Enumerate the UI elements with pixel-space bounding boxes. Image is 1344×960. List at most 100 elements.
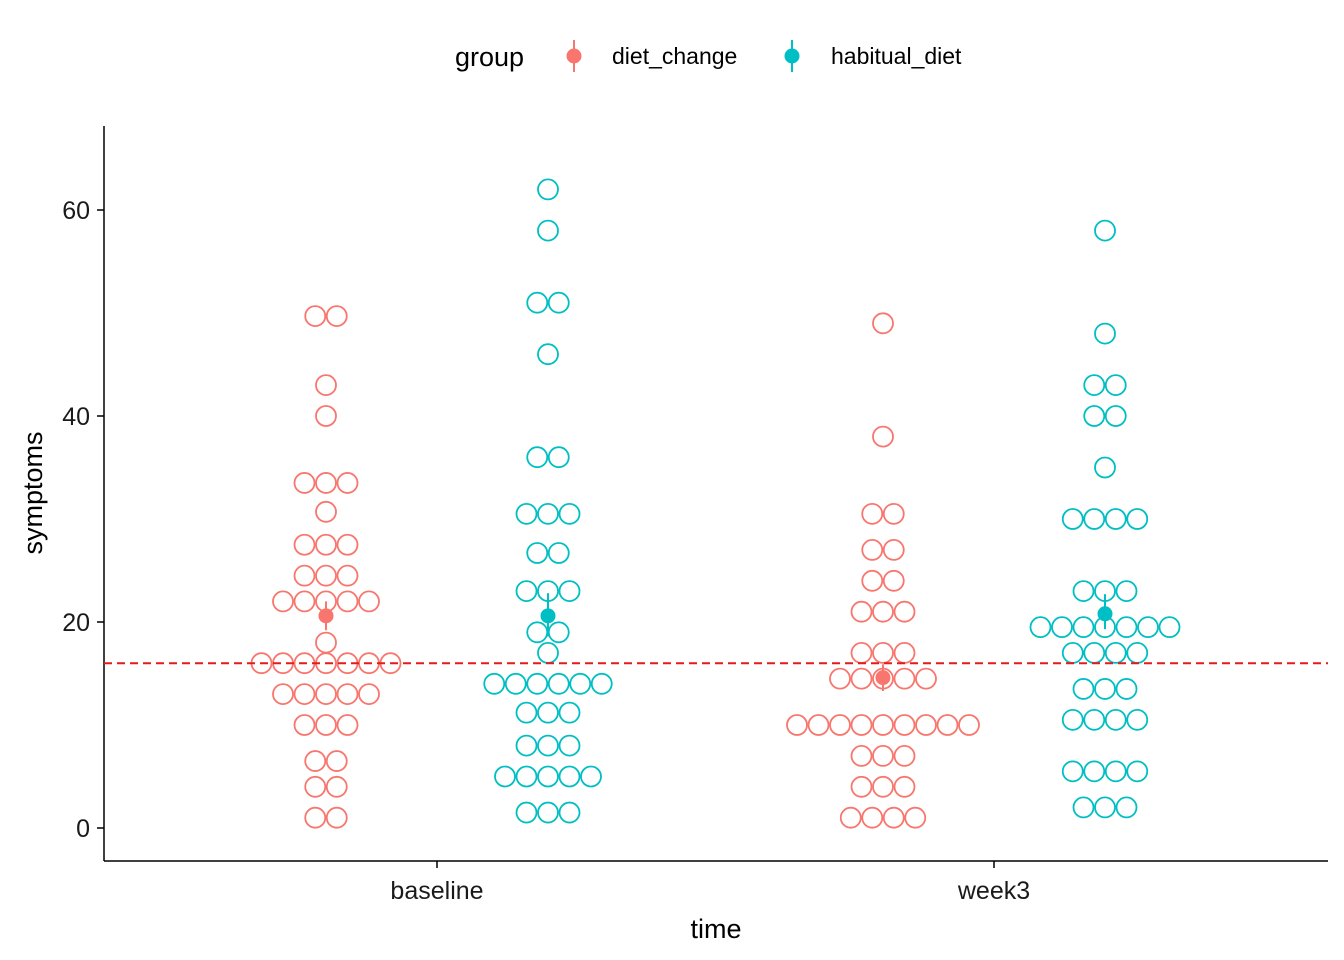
y-axis-ticks: 0 20 40 60 <box>62 197 104 843</box>
data-point <box>1126 708 1149 731</box>
data-point <box>1061 642 1084 664</box>
data-point <box>304 305 327 327</box>
data-point <box>1115 580 1138 602</box>
data-point <box>336 683 359 705</box>
data-point <box>1061 708 1084 731</box>
data-point <box>893 714 916 736</box>
data-point <box>336 564 359 587</box>
data-point <box>515 580 538 602</box>
data-point <box>872 745 894 767</box>
data-point <box>315 472 337 494</box>
data-point <box>882 539 905 561</box>
data-point <box>1072 580 1095 602</box>
data-point <box>1115 678 1138 700</box>
data-point <box>829 714 851 736</box>
data-point <box>547 621 570 644</box>
y-tick-label: 20 <box>62 609 90 637</box>
data-point <box>1137 616 1159 639</box>
data-point <box>1094 219 1116 242</box>
data-point <box>1083 374 1106 397</box>
data-point <box>272 683 294 705</box>
data-point <box>1083 642 1106 664</box>
data-point <box>315 405 337 427</box>
data-point <box>807 714 830 736</box>
data-point <box>336 533 359 556</box>
data-point <box>1072 796 1095 819</box>
data-point <box>293 590 316 613</box>
data-point <box>315 714 337 736</box>
data-point <box>850 775 873 798</box>
data-point <box>537 765 559 788</box>
data-point <box>526 291 549 314</box>
x-tick-label: week3 <box>957 877 1030 905</box>
data-point <box>882 806 905 829</box>
data-point <box>861 569 884 592</box>
legend-key-dot-habitual-diet <box>784 48 800 64</box>
data-point <box>1104 708 1127 731</box>
data-point <box>1083 760 1106 783</box>
data-point <box>1104 508 1127 530</box>
data-point <box>558 502 581 525</box>
data-point <box>558 765 581 788</box>
data-point <box>515 734 538 757</box>
data-point <box>850 667 873 690</box>
data-point <box>1083 405 1106 427</box>
data-point <box>1158 616 1181 639</box>
data-point <box>1104 374 1127 397</box>
data-point <box>569 672 592 695</box>
data-point <box>1072 616 1095 639</box>
data-point <box>893 600 916 623</box>
mean-marker <box>318 608 334 624</box>
data-point <box>304 775 327 798</box>
mean-marker <box>1097 606 1113 622</box>
data-point <box>882 569 905 592</box>
data-point <box>850 714 873 736</box>
data-point <box>850 600 873 623</box>
data-point <box>1104 642 1127 664</box>
data-point <box>893 745 916 767</box>
data-point <box>893 642 916 664</box>
data-point <box>515 765 538 788</box>
data-point <box>315 374 337 397</box>
data-point <box>558 801 581 824</box>
data-point <box>558 580 581 602</box>
data-point <box>358 590 380 613</box>
data-point <box>1061 508 1084 530</box>
data-point <box>537 642 559 664</box>
data-point <box>558 701 581 724</box>
data-point <box>850 745 873 767</box>
y-tick-label: 0 <box>76 815 90 843</box>
data-point <box>1115 796 1138 819</box>
data-point <box>1094 796 1116 819</box>
data-point <box>537 219 559 242</box>
data-point <box>336 590 359 613</box>
data-point <box>293 564 316 587</box>
data-point <box>558 734 581 757</box>
data-point <box>1094 678 1116 700</box>
legend-entry-habitual-diet: habitual_diet <box>784 40 962 72</box>
data-point <box>325 750 348 772</box>
data-point <box>872 425 894 448</box>
data-point <box>872 642 894 664</box>
data-point <box>336 472 359 494</box>
legend-key-dot-diet-change <box>566 48 582 64</box>
data-point <box>526 542 549 564</box>
data-point <box>1061 760 1084 783</box>
data-point <box>1029 616 1052 639</box>
data-point <box>537 701 559 724</box>
data-point <box>272 590 294 613</box>
data-point <box>1083 708 1106 731</box>
x-axis-title: time <box>690 914 741 944</box>
data-point <box>829 667 851 690</box>
legend-label-diet-change: diet_change <box>612 43 737 69</box>
data-point <box>904 806 927 829</box>
data-point <box>547 542 570 564</box>
data-point <box>515 502 538 525</box>
data-point <box>537 801 559 824</box>
data-point <box>504 672 527 695</box>
data-point <box>1072 678 1095 700</box>
data-point <box>537 178 559 201</box>
data-point <box>872 714 894 736</box>
x-tick-label: baseline <box>390 877 483 905</box>
